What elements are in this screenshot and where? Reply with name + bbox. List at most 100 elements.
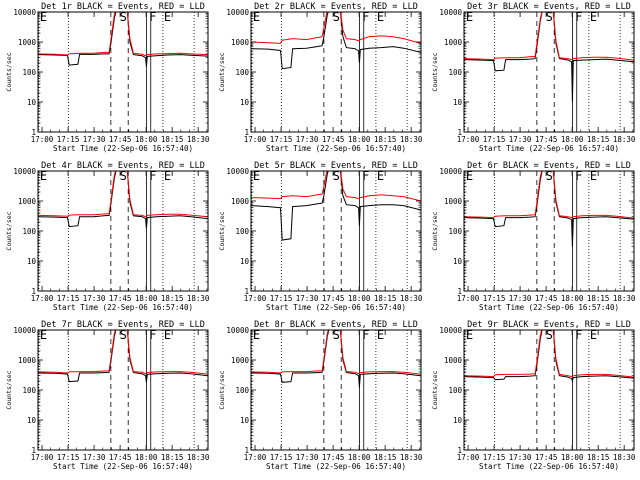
x-tick-label: 17:45 — [535, 294, 558, 303]
y-tick-label: 1 — [244, 128, 249, 137]
marker-label: F — [575, 169, 582, 183]
x-tick-label: 17:00 — [457, 135, 480, 144]
y-tick-label: 100 — [22, 386, 36, 395]
x-tick-label: 18:00 — [135, 135, 158, 144]
y-tick-label: 10 — [240, 98, 250, 107]
series-lld-line — [251, 12, 421, 44]
marker-label: E — [40, 169, 47, 183]
series-lld-line — [38, 12, 208, 57]
marker-label: E — [590, 169, 597, 183]
series-events-line — [38, 12, 208, 67]
x-tick-label: 17:45 — [535, 135, 558, 144]
x-tick-label: 18:15 — [587, 294, 610, 303]
x-tick-label: 18:30 — [613, 135, 636, 144]
y-tick-label: 100 — [235, 386, 249, 395]
x-tick-label: 17:00 — [31, 135, 54, 144]
x-tick-label: 17:45 — [322, 135, 345, 144]
marker-label: F — [149, 328, 156, 342]
x-axis-label: Start Time (22-Sep-06 16:57:40) — [53, 144, 193, 153]
panel-title: Det 5r BLACK = Events, RED = LLD — [254, 161, 418, 171]
x-tick-label: 17:00 — [457, 294, 480, 303]
x-tick-label: 17:15 — [483, 135, 506, 144]
marker-label: E — [164, 328, 171, 342]
x-tick-label: 17:45 — [109, 135, 132, 144]
x-tick-label: 18:30 — [400, 453, 423, 462]
series-lld-line — [464, 12, 634, 61]
y-tick-label: 10000 — [226, 8, 249, 17]
marker-label: S — [120, 328, 127, 342]
marker-label: S — [546, 169, 553, 183]
y-tick-label: 10000 — [439, 8, 462, 17]
x-tick-label: 17:00 — [244, 294, 267, 303]
y-axis-label: Counts/sec — [5, 370, 13, 409]
marker-label: E — [40, 10, 47, 24]
marker-label: F — [149, 10, 156, 24]
x-tick-label: 18:00 — [348, 135, 371, 144]
y-tick-label: 1000 — [444, 38, 463, 47]
x-tick-label: 17:00 — [244, 135, 267, 144]
series-events-line — [251, 171, 421, 241]
x-tick-label: 18:15 — [374, 453, 397, 462]
marker-label: E — [377, 10, 384, 24]
y-tick-label: 1000 — [18, 197, 37, 206]
x-tick-label: 18:00 — [561, 453, 584, 462]
marker-label: S — [333, 10, 340, 24]
x-axis-label: Start Time (22-Sep-06 16:57:40) — [479, 144, 619, 153]
x-tick-label: 17:15 — [57, 294, 80, 303]
marker-label: E — [466, 169, 473, 183]
x-tick-label: 18:00 — [348, 453, 371, 462]
y-tick-label: 100 — [448, 386, 462, 395]
x-tick-label: 18:00 — [135, 294, 158, 303]
x-tick-label: 17:15 — [57, 453, 80, 462]
series-lld-line — [38, 171, 208, 218]
x-axis-label: Start Time (22-Sep-06 16:57:40) — [479, 303, 619, 312]
x-axis-label: Start Time (22-Sep-06 16:57:40) — [266, 462, 406, 471]
y-tick-label: 10 — [240, 257, 250, 266]
y-tick-label: 100 — [448, 68, 462, 77]
marker-label: E — [466, 10, 473, 24]
x-tick-label: 17:00 — [457, 453, 480, 462]
x-tick-label: 17:45 — [322, 453, 345, 462]
x-axis-label: Start Time (22-Sep-06 16:57:40) — [266, 303, 406, 312]
x-tick-label: 18:15 — [587, 453, 610, 462]
y-tick-label: 1 — [31, 287, 36, 296]
panel-title: Det 1r BLACK = Events, RED = LLD — [41, 2, 205, 12]
marker-label: F — [362, 169, 369, 183]
x-tick-label: 17:15 — [270, 453, 293, 462]
x-tick-label: 17:30 — [83, 135, 106, 144]
x-tick-label: 17:30 — [83, 294, 106, 303]
marker-label: S — [333, 328, 340, 342]
marker-label: S — [120, 10, 127, 24]
x-tick-label: 17:15 — [270, 135, 293, 144]
y-tick-label: 10 — [453, 257, 463, 266]
x-tick-label: 18:15 — [587, 135, 610, 144]
x-tick-label: 17:15 — [270, 294, 293, 303]
panel-title: Det 8r BLACK = Events, RED = LLD — [254, 320, 418, 330]
x-tick-label: 17:15 — [483, 453, 506, 462]
y-tick-label: 1000 — [444, 356, 463, 365]
y-tick-label: 10000 — [13, 8, 36, 17]
y-tick-label: 1000 — [18, 356, 37, 365]
x-tick-label: 18:00 — [135, 453, 158, 462]
y-tick-label: 10000 — [226, 326, 249, 335]
series-lld-line — [251, 330, 421, 375]
y-tick-label: 100 — [22, 68, 36, 77]
series-lld-line — [38, 330, 208, 375]
y-axis-label: Counts/sec — [5, 52, 13, 91]
y-tick-label: 1 — [457, 128, 462, 137]
x-tick-label: 17:15 — [57, 135, 80, 144]
panel-title: Det 2r BLACK = Events, RED = LLD — [254, 2, 418, 12]
y-tick-label: 1000 — [231, 38, 250, 47]
y-tick-label: 1 — [31, 128, 36, 137]
x-tick-label: 17:30 — [509, 294, 532, 303]
series-lld-line — [464, 171, 634, 219]
series-events-line — [38, 330, 208, 383]
y-tick-label: 1000 — [444, 197, 463, 206]
